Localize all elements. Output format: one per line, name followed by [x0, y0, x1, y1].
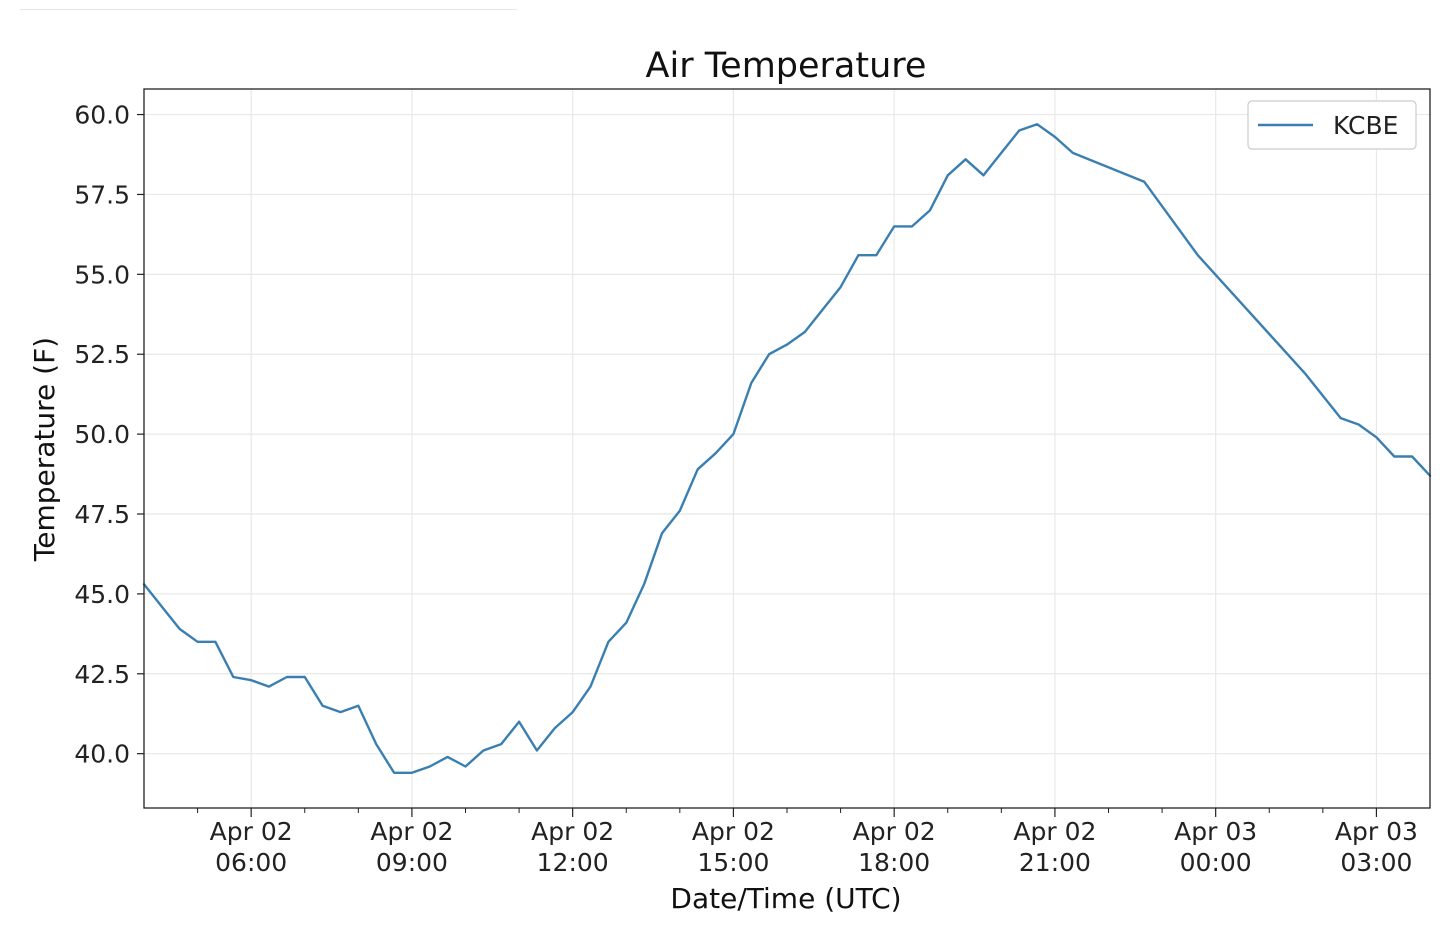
x-tick-label-date: Apr 02: [853, 817, 936, 846]
y-tick-label: 40.0: [74, 740, 130, 769]
x-tick-label-time: 00:00: [1180, 848, 1252, 877]
y-tick-label: 52.5: [74, 340, 130, 369]
x-tick-label-time: 06:00: [215, 848, 287, 877]
legend-box: [1247, 100, 1417, 150]
x-tick-label-date: Apr 03: [1335, 817, 1418, 846]
y-tick-label: 60.0: [74, 101, 130, 130]
y-tick-label: 45.0: [74, 580, 130, 609]
y-axis-label: Temperature (F): [28, 337, 61, 562]
x-tick-label-date: Apr 02: [210, 817, 293, 846]
y-tick-label: 42.5: [74, 660, 130, 689]
x-tick-label-time: 12:00: [537, 848, 609, 877]
x-tick-label-time: 21:00: [1019, 848, 1091, 877]
x-tick-label-date: Apr 02: [1013, 817, 1096, 846]
x-tick-label-time: 15:00: [697, 848, 769, 877]
x-tick-label-date: Apr 02: [370, 817, 453, 846]
x-tick-label-time: 09:00: [376, 848, 448, 877]
series-line-kcbe: [142, 122, 1432, 774]
x-axis-label: Date/Time (UTC): [670, 882, 901, 915]
legend-label-kcbe: KCBE: [1333, 111, 1398, 140]
y-tick-label: 55.0: [74, 260, 130, 289]
plot-frame: [143, 88, 1431, 809]
top-divider: [20, 9, 517, 10]
grid-lines: [144, 89, 1430, 808]
x-tick-label-date: Apr 02: [531, 817, 614, 846]
chart-title: Air Temperature: [646, 46, 927, 86]
legend: KCBE: [1247, 100, 1417, 150]
x-tick-label-date: Apr 03: [1174, 817, 1257, 846]
series-layer: [142, 122, 1432, 774]
x-tick-label-time: 18:00: [858, 848, 930, 877]
y-tick-label: 50.0: [74, 420, 130, 449]
y-tick-label: 57.5: [74, 180, 130, 209]
y-tick-label: 47.5: [74, 500, 130, 529]
x-tick-label-date: Apr 02: [692, 817, 775, 846]
axis-ticks: 40.0 42.5 45.0 47.5 50.0 52.5 55.0 57.5 60.0 Apr …: [74, 101, 1418, 877]
x-tick-label-time: 03:00: [1340, 848, 1412, 877]
